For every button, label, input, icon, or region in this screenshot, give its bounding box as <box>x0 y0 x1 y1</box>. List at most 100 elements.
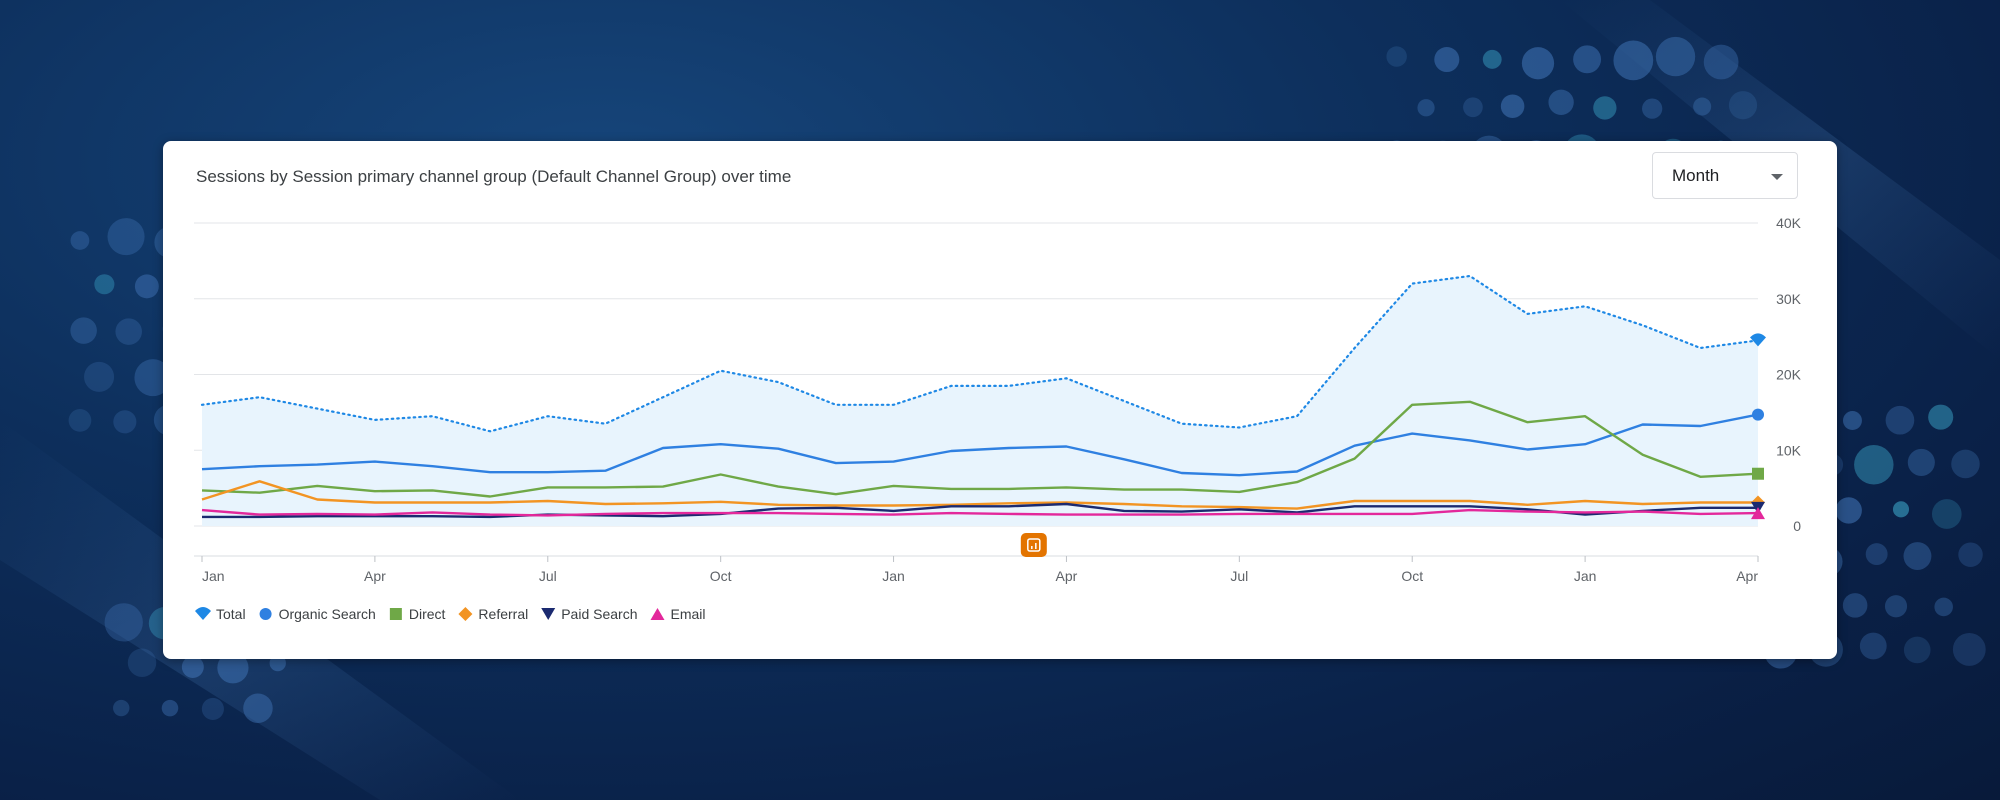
legend-label: Organic Search <box>279 606 376 622</box>
direct-line <box>201 400 1759 498</box>
x-tick-label: Oct <box>1401 568 1423 584</box>
x-tick-label: Apr <box>364 568 386 584</box>
background-dot <box>127 648 157 677</box>
background-dot <box>134 359 172 397</box>
organic-search-legend-icon <box>259 608 272 620</box>
direct-end-marker <box>1752 467 1764 480</box>
background-dot <box>1417 99 1435 117</box>
background-dot <box>243 693 273 724</box>
total-end-marker <box>1750 333 1766 347</box>
x-tick-label: Jan <box>202 568 225 584</box>
background-dot <box>1931 499 1962 529</box>
background-dot <box>1842 593 1868 618</box>
x-tick-label: Oct <box>710 568 732 584</box>
y-tick-label: 10K <box>1776 442 1802 458</box>
background-dot <box>1655 36 1696 77</box>
background-dot <box>1952 633 1986 666</box>
x-tick-label: Jul <box>1230 568 1248 584</box>
background-dot <box>107 218 145 256</box>
x-tick-label: Jan <box>1574 568 1597 584</box>
background-dot <box>1500 94 1525 119</box>
chart-legend: Total Organic Search Direct Referral Paid Se… <box>195 606 706 622</box>
background-dot <box>1613 40 1654 81</box>
background-dot <box>1907 448 1935 476</box>
total-line <box>200 274 1760 433</box>
background-dot <box>1884 595 1908 618</box>
background-dot <box>1703 44 1739 80</box>
background-dot <box>1892 501 1910 518</box>
background-dot <box>201 697 224 720</box>
annotation-icon[interactable] <box>1020 533 1047 557</box>
background-dot <box>1842 411 1862 431</box>
paid-search-legend-icon <box>541 608 556 620</box>
total-area-fill <box>202 276 1758 526</box>
background-dot <box>1463 97 1483 118</box>
background-dot <box>1728 91 1758 120</box>
background-dot <box>84 361 115 392</box>
legend-item-direct[interactable]: Direct <box>389 606 446 622</box>
legend-item-organic-search[interactable]: Organic Search <box>259 606 376 622</box>
x-tick-label: Jul <box>539 568 557 584</box>
series-end-markers <box>1750 333 1766 520</box>
background-dot <box>1928 404 1954 430</box>
background-dot <box>1903 542 1932 571</box>
legend-label: Direct <box>409 606 446 622</box>
background-dot <box>181 656 204 678</box>
email-line <box>201 508 1759 517</box>
email-legend-icon <box>650 608 665 620</box>
legend-item-email[interactable]: Email <box>650 606 706 622</box>
background-dot <box>1386 46 1407 67</box>
x-tick-label: Apr <box>1056 568 1078 584</box>
background-dot <box>217 652 249 684</box>
y-tick-label: 40K <box>1776 215 1802 231</box>
email-end-marker <box>1751 507 1765 520</box>
background-dot <box>1865 543 1888 566</box>
x-tick-label: Apr <box>1736 568 1758 584</box>
background-dot <box>161 699 179 717</box>
background-dot <box>1835 497 1862 524</box>
background-dot <box>70 231 90 250</box>
background-dot <box>1482 49 1502 69</box>
chart-card: Sessions by Session primary channel grou… <box>163 141 1837 659</box>
background-dot <box>1593 96 1617 120</box>
background-dot <box>113 410 137 434</box>
background-dot <box>1859 632 1887 660</box>
background-dot <box>1548 89 1574 115</box>
y-tick-label: 30K <box>1776 291 1802 307</box>
background-dot <box>68 409 92 432</box>
legend-item-referral[interactable]: Referral <box>458 606 528 622</box>
x-tick-label: Jan <box>882 568 905 584</box>
total-area <box>202 276 1758 526</box>
referral-line <box>201 480 1758 510</box>
legend-label: Email <box>671 606 706 622</box>
paid-search-line <box>202 502 1758 519</box>
legend-item-total[interactable]: Total <box>195 606 246 622</box>
background-dot <box>94 274 115 295</box>
background-dot <box>70 317 97 344</box>
background-dot <box>1693 97 1712 116</box>
total-legend-icon <box>195 607 211 620</box>
background-dot <box>115 318 142 345</box>
y-axis: 0 10K 20K 30K 40K <box>1776 215 1802 534</box>
background-dot <box>1903 636 1931 664</box>
background-dot <box>1434 46 1460 73</box>
referral-legend-icon <box>458 607 473 621</box>
chart-title: Sessions by Session primary channel grou… <box>196 167 792 186</box>
background-dot <box>1958 542 1983 567</box>
legend-item-paid-search[interactable]: Paid Search <box>541 606 638 622</box>
background-dot <box>1642 98 1663 119</box>
background-dot <box>134 274 159 299</box>
chevron-down-icon <box>1771 174 1783 180</box>
background-dot <box>1885 405 1915 435</box>
organic-search-line <box>201 413 1759 477</box>
annotation-markers <box>1020 533 1047 557</box>
x-axis: Jan Apr Jul Oct Jan Apr Jul Oct Jan Apr <box>201 556 1759 584</box>
granularity-dropdown[interactable]: Month <box>1652 152 1798 199</box>
background-dot <box>1521 47 1555 80</box>
y-tick-label: 20K <box>1776 367 1802 383</box>
legend-label: Referral <box>478 606 528 622</box>
legend-label: Paid Search <box>561 606 637 622</box>
direct-legend-icon <box>389 608 402 620</box>
background-dot <box>1951 449 1980 479</box>
